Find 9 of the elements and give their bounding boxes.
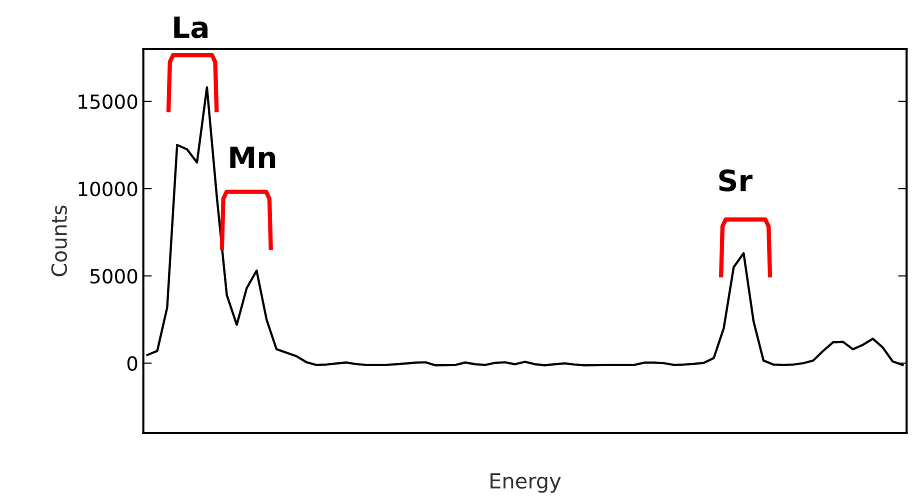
y-tick-label: 15000 bbox=[78, 94, 138, 110]
annotation: Sr bbox=[719, 169, 752, 192]
annotation: Mn bbox=[230, 146, 276, 168]
x-axis-title: Energy bbox=[490, 473, 561, 493]
y-axis-title: Counts bbox=[51, 206, 68, 276]
text: La bbox=[174, 16, 208, 38]
y-tick-label: 5000 bbox=[90, 268, 138, 284]
y-tick-label: 10000 bbox=[78, 182, 138, 196]
y-tick-label: 0 bbox=[127, 356, 138, 371]
